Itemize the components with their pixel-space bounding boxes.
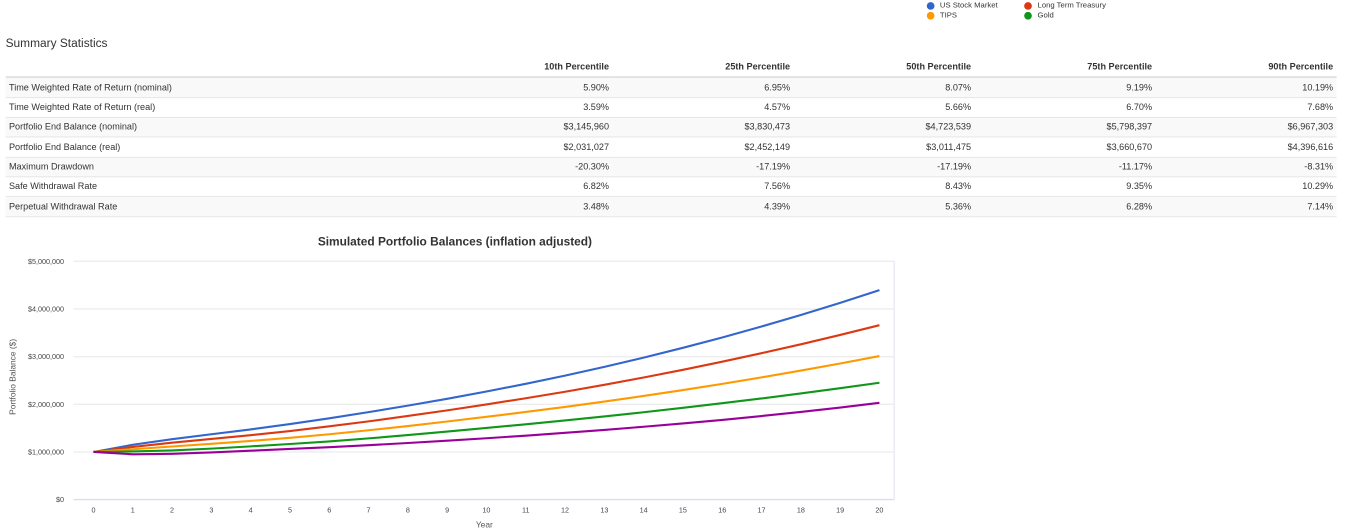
svg-text:15: 15 (679, 506, 687, 515)
svg-text:3: 3 (209, 506, 213, 515)
svg-text:19: 19 (836, 506, 844, 515)
svg-text:7: 7 (367, 506, 371, 515)
svg-text:$5,000,000: $5,000,000 (28, 257, 64, 266)
svg-text:17: 17 (758, 506, 766, 515)
svg-text:$4,000,000: $4,000,000 (28, 305, 64, 314)
svg-text:1: 1 (131, 506, 135, 515)
svg-text:0: 0 (91, 506, 95, 515)
svg-text:$2,000,000: $2,000,000 (28, 400, 64, 409)
svg-text:9: 9 (445, 506, 449, 515)
svg-text:4: 4 (249, 506, 253, 515)
svg-text:5: 5 (288, 506, 292, 515)
svg-text:Portfolio Balance ($): Portfolio Balance ($) (7, 339, 17, 415)
svg-text:8: 8 (406, 506, 410, 515)
svg-text:18: 18 (797, 506, 805, 515)
svg-text:$0: $0 (56, 495, 64, 504)
svg-text:11: 11 (522, 506, 529, 515)
svg-text:13: 13 (600, 506, 608, 515)
svg-text:20: 20 (875, 506, 883, 515)
svg-text:6: 6 (327, 506, 331, 515)
svg-text:12: 12 (561, 506, 569, 515)
svg-text:10: 10 (482, 506, 490, 515)
svg-text:16: 16 (718, 506, 726, 515)
svg-text:$3,000,000: $3,000,000 (28, 352, 64, 361)
svg-text:Simulated Portfolio Balances (: Simulated Portfolio Balances (inflation … (318, 235, 592, 249)
svg-text:14: 14 (640, 506, 648, 515)
svg-text:$1,000,000: $1,000,000 (28, 447, 64, 456)
svg-text:2: 2 (170, 506, 174, 515)
svg-text:Year: Year (476, 520, 493, 530)
